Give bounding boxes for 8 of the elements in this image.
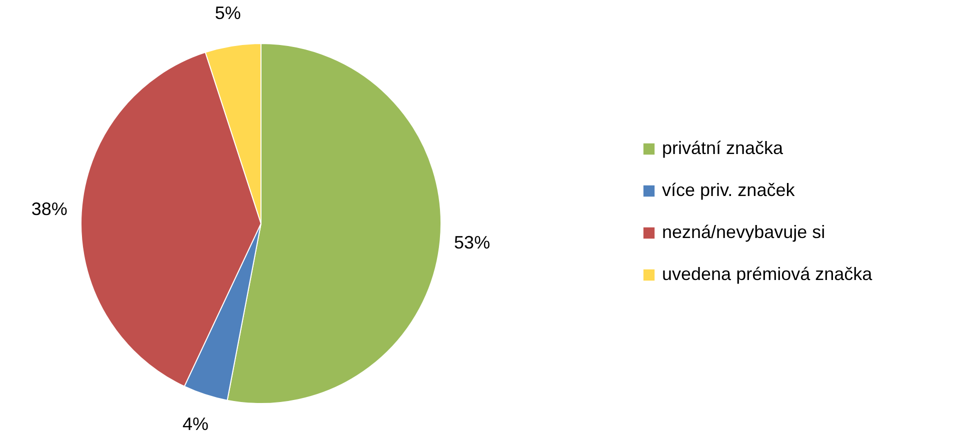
legend-label: nezná/nevybavuje si [662,222,826,242]
legend-label: uvedena prémiová značka [662,264,874,284]
data-label: 5% [214,3,241,24]
data-label: 53% [454,232,490,252]
legend-label: více priv. značek [662,180,796,200]
data-label: 4% [182,414,208,434]
data-label: 38% [31,199,68,220]
legend-label: privátní značka [662,138,784,158]
